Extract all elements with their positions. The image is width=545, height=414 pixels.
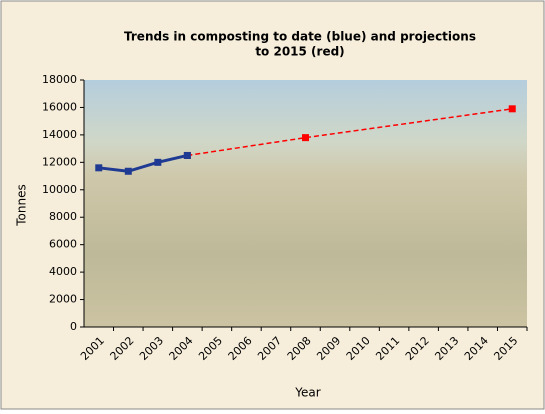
y-tick-label: 14000 — [42, 128, 77, 141]
y-tick-label: 0 — [70, 320, 77, 333]
data-point — [302, 134, 309, 142]
y-tick-label: 4000 — [49, 265, 77, 278]
y-tick-label: 12000 — [42, 155, 77, 168]
chart-title: Trends in composting to date (blue) and … — [124, 30, 476, 44]
data-point — [124, 167, 132, 175]
y-axis-label: Tonnes — [15, 184, 29, 226]
data-point — [183, 151, 191, 159]
data-point — [95, 164, 103, 172]
plot-background — [84, 80, 527, 327]
x-axis-label: Year — [294, 386, 320, 400]
series-line — [187, 108, 513, 157]
data-point — [508, 105, 516, 113]
y-tick-label: 6000 — [49, 238, 77, 251]
y-tick-label: 18000 — [42, 73, 77, 86]
chart-title: to 2015 (red) — [255, 45, 344, 59]
y-tick-label: 16000 — [42, 100, 77, 113]
y-tick-label: 2000 — [49, 293, 77, 306]
series-line — [98, 154, 188, 173]
y-tick-label: 8000 — [49, 210, 77, 223]
y-tick-label: 10000 — [42, 183, 77, 196]
data-point — [154, 158, 162, 166]
